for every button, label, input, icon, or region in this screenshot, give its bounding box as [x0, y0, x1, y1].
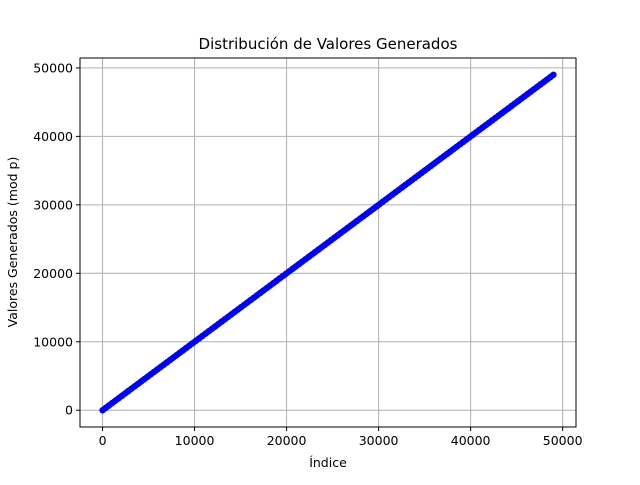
- y-tick-label: 30000: [33, 197, 73, 212]
- y-tick-label: 0: [65, 403, 73, 418]
- x-tick-label: 20000: [267, 433, 307, 448]
- y-axis-label: Valores Generados (mod p): [5, 157, 20, 328]
- y-tick-label: 20000: [33, 266, 73, 281]
- x-axis-ticks: 0 10000 20000 30000 40000 50000: [99, 427, 583, 448]
- y-axis-ticks: 0 10000 20000 30000 40000 50000: [33, 60, 80, 418]
- x-tick-label: 40000: [451, 433, 491, 448]
- x-tick-label: 0: [99, 433, 107, 448]
- y-tick-label: 10000: [33, 334, 73, 349]
- x-tick-label: 30000: [359, 433, 399, 448]
- x-axis-label: Índice: [309, 455, 347, 470]
- y-tick-label: 40000: [33, 129, 73, 144]
- plot-frame: [79, 57, 577, 428]
- y-tick-label: 50000: [33, 60, 73, 75]
- x-tick-label: 10000: [175, 433, 215, 448]
- scatter-point: [550, 71, 557, 78]
- x-tick-label: 50000: [543, 433, 583, 448]
- chart-title: Distribución de Valores Generados: [199, 35, 458, 53]
- data-series: [99, 71, 557, 414]
- grid: [80, 58, 576, 427]
